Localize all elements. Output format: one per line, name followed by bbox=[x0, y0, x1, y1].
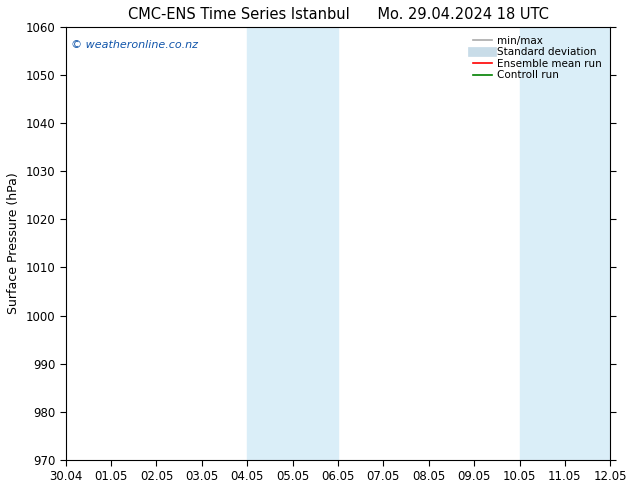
Y-axis label: Surface Pressure (hPa): Surface Pressure (hPa) bbox=[7, 172, 20, 314]
Title: CMC-ENS Time Series Istanbul      Mo. 29.04.2024 18 UTC: CMC-ENS Time Series Istanbul Mo. 29.04.2… bbox=[127, 7, 548, 22]
Bar bbox=[247, 27, 338, 460]
Bar bbox=[519, 27, 634, 460]
Text: © weatheronline.co.nz: © weatheronline.co.nz bbox=[71, 40, 198, 50]
Legend: min/max, Standard deviation, Ensemble mean run, Controll run: min/max, Standard deviation, Ensemble me… bbox=[470, 32, 605, 83]
